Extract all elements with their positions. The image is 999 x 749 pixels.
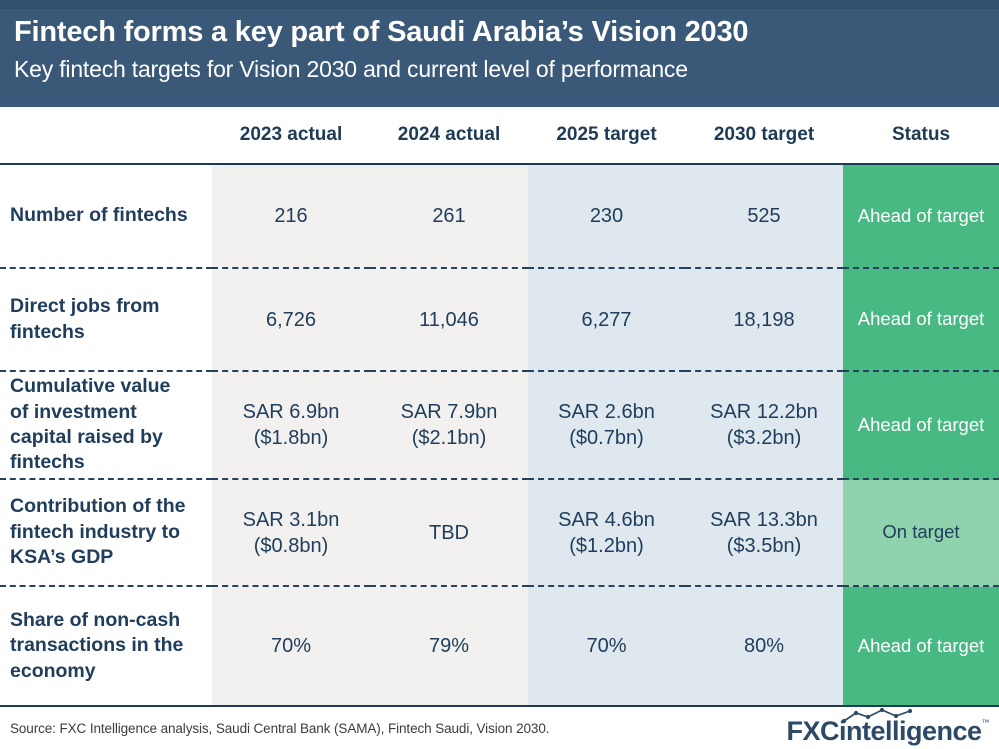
cell-value: 6,726 bbox=[212, 269, 370, 372]
cell-value: TBD bbox=[370, 480, 528, 587]
status-badge: Ahead of target bbox=[843, 587, 999, 707]
cell-value: 216 bbox=[212, 165, 370, 269]
cell-value: 70% bbox=[528, 587, 685, 707]
cell-value: 11,046 bbox=[370, 269, 528, 372]
row-label: Share of non-cash transactions in the ec… bbox=[0, 587, 212, 707]
cell-value: SAR 13.3bn ($3.5bn) bbox=[685, 480, 843, 587]
status-badge: Ahead of target bbox=[843, 372, 999, 480]
cell-value: SAR 12.2bn ($3.2bn) bbox=[685, 372, 843, 480]
logo-text-intelligence: intelligence bbox=[838, 715, 982, 746]
cell-value: 6,277 bbox=[528, 269, 685, 372]
cell-value: 525 bbox=[685, 165, 843, 269]
page-title: Fintech forms a key part of Saudi Arabia… bbox=[14, 16, 749, 48]
cell-value: 79% bbox=[370, 587, 528, 707]
vision-2030-table: 2023 actual 2024 actual 2025 target 2030… bbox=[0, 107, 999, 707]
row-label: Contribution of the fintech industry to … bbox=[0, 480, 212, 587]
page-subtitle: Key fintech targets for Vision 2030 and … bbox=[14, 55, 688, 82]
col-header-2030-target: 2030 target bbox=[685, 107, 843, 165]
cell-value: 230 bbox=[528, 165, 685, 269]
cell-value: 18,198 bbox=[685, 269, 843, 372]
row-label: Direct jobs from fintechs bbox=[0, 269, 212, 372]
cell-value: SAR 6.9bn ($1.8bn) bbox=[212, 372, 370, 480]
footer: Source: FXC Intelligence analysis, Saudi… bbox=[0, 707, 999, 749]
col-header-empty bbox=[0, 107, 212, 165]
cell-value: SAR 2.6bn ($0.7bn) bbox=[528, 372, 685, 480]
cell-value: SAR 3.1bn ($0.8bn) bbox=[212, 480, 370, 587]
col-header-2023-actual: 2023 actual bbox=[212, 107, 370, 165]
logo-trademark: ™ bbox=[981, 717, 990, 727]
cell-value: 70% bbox=[212, 587, 370, 707]
cell-value: 80% bbox=[685, 587, 843, 707]
status-badge: Ahead of target bbox=[843, 269, 999, 372]
status-badge: On target bbox=[843, 480, 999, 587]
cell-value: SAR 7.9bn ($2.1bn) bbox=[370, 372, 528, 480]
col-header-2024-actual: 2024 actual bbox=[370, 107, 528, 165]
sparkline-icon bbox=[842, 707, 913, 723]
col-header-status: Status bbox=[843, 107, 999, 165]
fxc-intelligence-logo: FXCintelligence™ bbox=[786, 707, 990, 747]
header-banner: Fintech forms a key part of Saudi Arabia… bbox=[0, 0, 999, 107]
cell-value: SAR 4.6bn ($1.2bn) bbox=[528, 480, 685, 587]
col-header-2025-target: 2025 target bbox=[528, 107, 685, 165]
cell-value: 261 bbox=[370, 165, 528, 269]
source-note: Source: FXC Intelligence analysis, Saudi… bbox=[10, 720, 550, 736]
logo-text-fxc: FXC bbox=[786, 715, 839, 746]
row-label: Cumulative value of investment capital r… bbox=[0, 372, 212, 480]
row-label: Number of fintechs bbox=[0, 165, 212, 269]
status-badge: Ahead of target bbox=[843, 165, 999, 269]
